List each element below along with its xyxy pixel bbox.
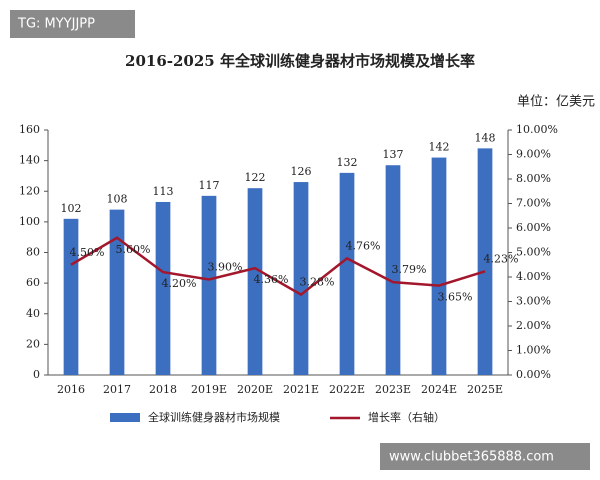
y-tick-label: 80 bbox=[26, 246, 40, 259]
line-value-label: 3.79% bbox=[392, 263, 427, 276]
watermark: www.clubbet365888.com bbox=[389, 450, 554, 465]
chart-title: 2016-2025 年全球训练健身器材市场规模及增长率 bbox=[125, 52, 475, 70]
y-tick-label: 140 bbox=[19, 154, 40, 167]
x-tick-label: 2023E bbox=[375, 383, 411, 396]
bar bbox=[339, 172, 355, 375]
bar-value-label: 122 bbox=[245, 171, 266, 184]
line-value-label: 5.60% bbox=[116, 243, 151, 256]
legend-label: 增长率（右轴） bbox=[368, 410, 445, 424]
y-tick-label: 120 bbox=[19, 184, 40, 197]
bar bbox=[247, 188, 263, 375]
y2-tick-label: 4.00% bbox=[516, 270, 551, 283]
y2-tick-label: 1.00% bbox=[516, 344, 551, 357]
y-tick-label: 0 bbox=[33, 368, 40, 381]
bar bbox=[155, 201, 171, 375]
y2-tick-label: 7.00% bbox=[516, 197, 551, 210]
x-tick-label: 2018 bbox=[149, 383, 177, 396]
bar bbox=[385, 165, 401, 375]
x-tick-label: 2019E bbox=[191, 383, 227, 396]
x-tick-label: 2021E bbox=[283, 383, 319, 396]
watermark-box bbox=[10, 10, 135, 38]
bar-value-label: 126 bbox=[291, 165, 312, 178]
bar bbox=[63, 218, 79, 375]
y2-tick-label: 0.00% bbox=[516, 368, 551, 381]
y2-tick-label: 5.00% bbox=[516, 246, 551, 259]
bar-value-label: 148 bbox=[475, 131, 496, 144]
x-tick-label: 2024E bbox=[421, 383, 457, 396]
y2-tick-label: 6.00% bbox=[516, 221, 551, 234]
line-value-label: 3.28% bbox=[300, 276, 335, 289]
bar-value-label: 117 bbox=[199, 179, 220, 192]
line-value-label: 3.90% bbox=[208, 260, 243, 273]
y-unit-label: 单位：亿美元 bbox=[517, 95, 595, 110]
line-value-label: 4.76% bbox=[346, 239, 381, 252]
line-value-label: 4.36% bbox=[254, 273, 289, 286]
bar-value-label: 142 bbox=[429, 141, 450, 154]
line bbox=[70, 236, 486, 297]
line-value-label: 3.65% bbox=[438, 291, 473, 304]
line-value-label: 4.20% bbox=[162, 277, 197, 290]
bar bbox=[477, 148, 493, 375]
watermark-box bbox=[380, 443, 590, 470]
bar bbox=[109, 209, 125, 375]
y-tick-label: 60 bbox=[26, 276, 40, 289]
y2-tick-label: 10.00% bbox=[516, 123, 558, 136]
bar-value-label: 113 bbox=[153, 185, 174, 198]
x-tick-label: 2016 bbox=[57, 383, 85, 396]
legend-swatch bbox=[110, 413, 140, 422]
y-tick-label: 20 bbox=[26, 337, 40, 350]
y2-tick-label: 8.00% bbox=[516, 172, 551, 185]
x-tick-label: 2020E bbox=[237, 383, 273, 396]
y-tick-label: 100 bbox=[19, 215, 40, 228]
x-tick-label: 2022E bbox=[329, 383, 365, 396]
line-value-label: 4.50% bbox=[70, 246, 105, 259]
y2-tick-label: 9.00% bbox=[516, 148, 551, 161]
bar-value-label: 137 bbox=[383, 148, 404, 161]
bar-value-label: 132 bbox=[337, 156, 358, 169]
y-tick-label: 40 bbox=[26, 307, 40, 320]
watermark: TG: MYYJJPP bbox=[17, 17, 95, 32]
y-tick-label: 160 bbox=[19, 123, 40, 136]
legend-label: 全球训练健身器材市场规模 bbox=[148, 410, 280, 424]
bar bbox=[293, 182, 309, 375]
x-tick-label: 2017 bbox=[103, 383, 131, 396]
line-value-label: 4.23% bbox=[484, 252, 519, 265]
bar bbox=[201, 195, 217, 375]
x-tick-label: 2025E bbox=[467, 383, 503, 396]
y2-tick-label: 2.00% bbox=[516, 319, 551, 332]
bar-value-label: 102 bbox=[61, 202, 82, 215]
bar bbox=[431, 157, 447, 375]
y2-tick-label: 3.00% bbox=[516, 295, 551, 308]
bar-value-label: 108 bbox=[107, 193, 128, 206]
